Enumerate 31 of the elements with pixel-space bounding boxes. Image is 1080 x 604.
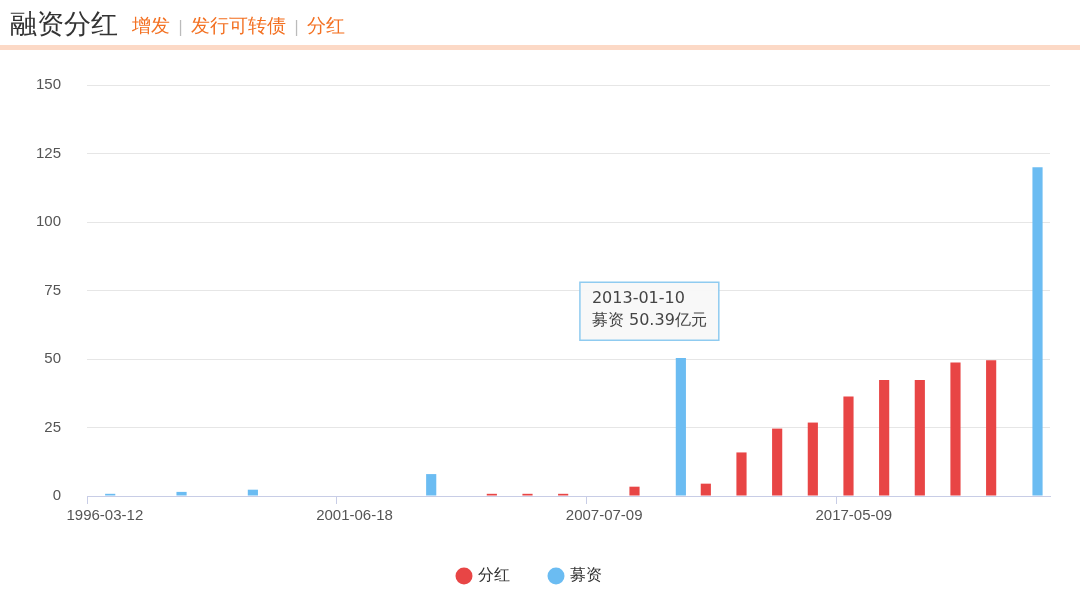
y-tick-label: 75 [44, 280, 62, 298]
x-tick-label: 2001-06-18 [316, 506, 393, 524]
bar [843, 396, 854, 496]
y-tick-label: 25 [44, 417, 62, 435]
legend-label: 募资 [570, 566, 602, 584]
y-tick-label: 0 [52, 486, 62, 504]
bar [772, 428, 783, 496]
legend-label: 分红 [478, 566, 510, 584]
y-tick-label: 125 [36, 143, 62, 161]
bar [807, 422, 818, 496]
x-tick-label: 2017-05-09 [815, 506, 893, 524]
y-tick-label: 50 [44, 349, 62, 367]
bar [629, 486, 640, 496]
x-tick-label: 1996-03-12 [66, 506, 144, 524]
chart-title: 融资分红 [10, 8, 118, 39]
bar [736, 452, 747, 496]
bar [247, 489, 258, 496]
chart-subtitle: 增发 | 发行可转债 | 分红 [132, 14, 346, 36]
bar [879, 380, 890, 496]
x-tick-label: 2007-07-09 [565, 506, 643, 524]
bar [914, 380, 925, 496]
bar [675, 357, 686, 496]
y-tick-label: 150 [36, 75, 62, 93]
y-tick-label: 100 [36, 212, 62, 230]
bar [1032, 167, 1043, 496]
bar [426, 474, 437, 496]
annotation: 2013-01-10 募资 50.39亿元 [591, 288, 707, 330]
bar [700, 483, 711, 496]
bar [176, 491, 187, 496]
bar [950, 362, 961, 496]
bar [986, 360, 997, 496]
